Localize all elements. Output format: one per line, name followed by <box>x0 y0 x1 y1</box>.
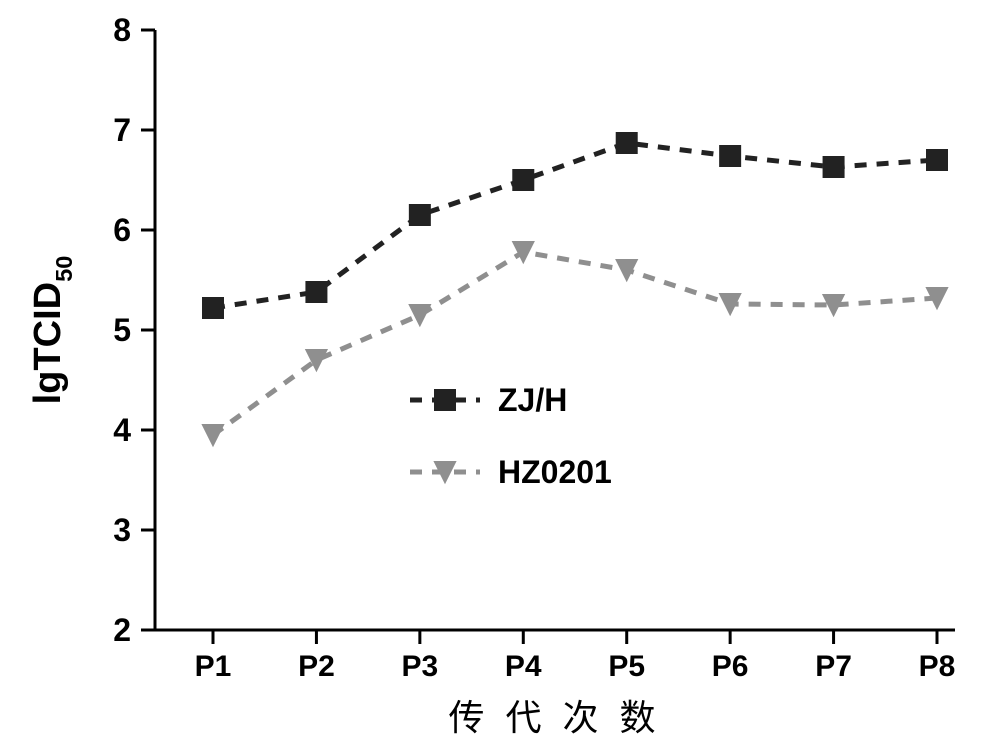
marker-square <box>435 390 455 410</box>
x-tick-label: P8 <box>919 650 956 683</box>
y-tick-label: 2 <box>113 612 131 648</box>
chart-container: 2 3 4 5 6 7 8 P1 P2 P3 P4 P5 P6 P7 P8 lgTCID50 传 代 次 数 ZJ… <box>0 0 1000 753</box>
marker-square <box>927 150 947 170</box>
y-tick-label: 4 <box>113 412 131 448</box>
marker-square <box>410 205 430 225</box>
svg-text:lgTCID50: lgTCID50 <box>27 256 77 405</box>
marker-triangle-down <box>410 305 430 325</box>
x-tick-label: P6 <box>712 650 749 683</box>
x-tick-label: P5 <box>608 650 645 683</box>
marker-square <box>203 298 223 318</box>
x-axis-title: 传 代 次 数 <box>448 698 661 738</box>
marker-square <box>720 146 740 166</box>
legend-label: ZJ/H <box>498 382 567 418</box>
line-chart: 2 3 4 5 6 7 8 P1 P2 P3 P4 P5 P6 P7 P8 lgTCID50 传 代 次 数 ZJ… <box>0 0 1000 753</box>
x-tick-label: P4 <box>505 650 542 683</box>
x-tick-label: P2 <box>298 650 335 683</box>
x-tick-label: P7 <box>815 650 852 683</box>
y-tick-label: 5 <box>113 312 131 348</box>
y-tick-label: 6 <box>113 212 131 248</box>
marker-square <box>513 170 533 190</box>
marker-square <box>306 282 326 302</box>
x-tick-label: P3 <box>402 650 439 683</box>
x-tick-label: P1 <box>195 650 232 683</box>
legend-label: HZ0201 <box>498 454 612 490</box>
marker-square <box>824 157 844 177</box>
y-tick-label: 7 <box>113 112 131 148</box>
marker-square <box>617 133 637 153</box>
series-line <box>213 252 937 435</box>
marker-triangle-down <box>203 425 223 445</box>
y-axis-title: lgTCID50 <box>27 256 77 405</box>
y-tick-label: 8 <box>113 12 131 48</box>
y-tick-label: 3 <box>113 512 131 548</box>
